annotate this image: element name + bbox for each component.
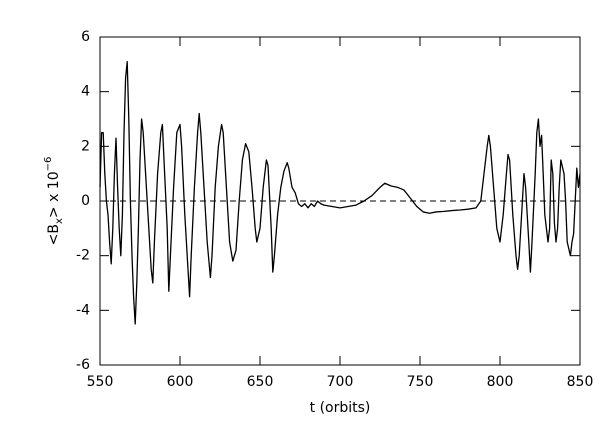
y-label-part: <B [46, 224, 62, 245]
x-axis-label: t (orbits) [310, 400, 371, 416]
x-tick-label: 650 [247, 374, 274, 390]
x-tick-label: 600 [167, 374, 194, 390]
y-tick-label: 0 [81, 193, 90, 209]
x-tick-label: 800 [487, 374, 514, 390]
y-tick-label: -4 [76, 302, 90, 318]
y-label-sub: x [54, 218, 65, 224]
y-tick-label: 4 [81, 84, 90, 100]
y-tick-label: -2 [76, 248, 90, 264]
x-tick-label: 850 [567, 374, 594, 390]
y-tick-label: -6 [76, 357, 90, 373]
x-tick-label: 550 [87, 374, 114, 390]
x-tick-label: 750 [407, 374, 434, 390]
y-tick-label: 2 [81, 138, 90, 154]
y-label-sup: −6 [43, 157, 54, 172]
x-tick-label: 700 [327, 374, 354, 390]
data-line [99, 60, 581, 325]
y-label-part: > x 10 [46, 171, 62, 218]
y-tick-label: 6 [81, 29, 90, 45]
y-axis-label: <Bx> x 10−6 [43, 157, 65, 246]
